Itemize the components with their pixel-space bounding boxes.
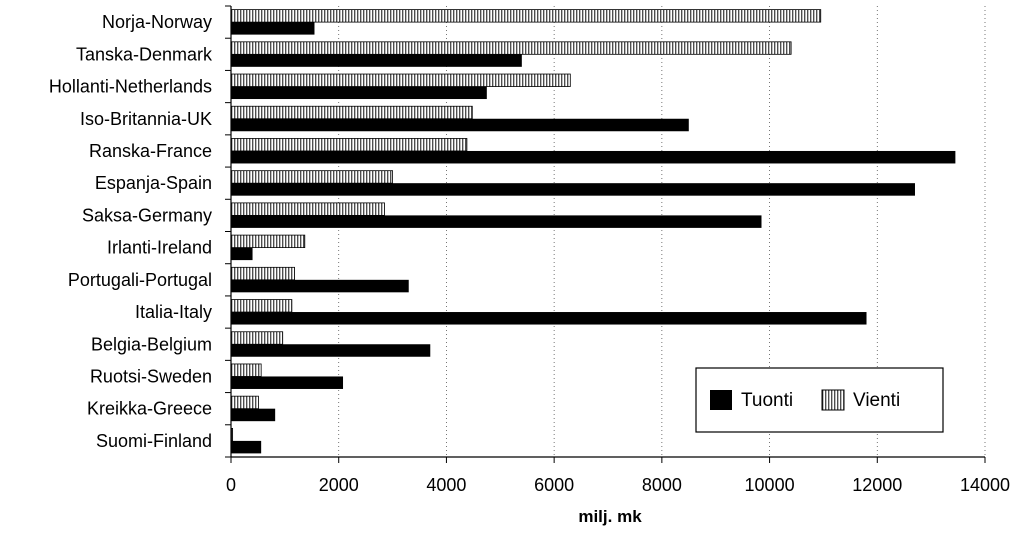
bar-vienti-2 [230,73,571,87]
axes [225,5,986,463]
bar-tuonti-6 [231,215,762,228]
bar-tuonti-1 [231,54,522,67]
category-label-10: Belgia-Belgium [91,334,212,354]
category-label-9: Italia-Italy [135,302,212,322]
bar-tuonti-12 [231,408,276,422]
bar-tuonti-3 [231,118,689,132]
bar-tuonti-0 [231,22,315,35]
bar-vienti-10 [230,331,284,345]
x-tick-label-1: 2000 [319,475,359,495]
category-label-5: Espanja-Spain [95,173,212,193]
x-axis-title: milj. mk [578,507,642,526]
x-tick-label-6: 12000 [852,475,902,495]
x-tick-label-0: 0 [226,475,236,495]
category-label-3: Iso-Britannia-UK [80,109,212,129]
legend: Tuonti Vienti [695,367,944,433]
legend-box [695,367,944,433]
category-label-6: Saksa-Germany [82,205,212,225]
bar-tuonti-11 [231,376,344,389]
bar-vienti-8 [230,266,295,281]
legend-swatch-vienti [821,389,845,411]
x-tick-labels: 0 2000 4000 6000 8000 10000 12000 14000 [226,475,1010,495]
category-label-13: Suomi-Finland [96,431,212,451]
category-label-8: Portugali-Portugal [68,270,212,290]
bar-vienti-3 [230,105,473,120]
bar-vienti-12 [230,395,259,410]
bar-vienti-1 [230,41,792,55]
category-labels: Norja-Norway Tanska-Denmark Hollanti-Nethe… [49,12,213,451]
category-label-12: Kreikka-Greece [87,399,212,419]
bars [230,9,956,454]
category-label-4: Ranska-France [89,141,212,161]
bar-tuonti-9 [231,312,867,325]
x-tick-label-5: 10000 [745,475,795,495]
bar-vienti-7 [230,234,306,249]
bar-tuonti-4 [231,150,956,164]
x-tick-label-3: 6000 [534,475,574,495]
bar-vienti-0 [230,9,822,23]
category-label-0: Norja-Norway [102,12,212,32]
category-label-7: Irlanti-Ireland [107,238,212,258]
legend-label-vienti: Vienti [853,390,900,411]
category-label-11: Ruotsi-Sweden [90,366,212,386]
legend-label-tuonti: Tuonti [741,390,793,411]
bar-tuonti-13 [231,440,262,454]
x-tick-label-7: 14000 [960,475,1010,495]
bar-vienti-6 [230,202,385,216]
category-label-2: Hollanti-Netherlands [49,77,212,97]
bar-tuonti-10 [231,344,431,357]
x-tick-label-4: 8000 [642,475,682,495]
bar-tuonti-7 [231,247,253,261]
legend-swatch-tuonti [710,390,732,410]
bar-tuonti-5 [231,183,915,196]
bar-vienti-11 [230,363,262,377]
bar-tuonti-2 [231,86,487,100]
bar-vienti-9 [230,299,293,313]
bar-vienti-5 [230,170,393,184]
category-label-1: Tanska-Denmark [76,44,213,64]
x-tick-label-2: 4000 [426,475,466,495]
bar-tuonti-8 [231,279,409,293]
bar-vienti-4 [230,138,468,152]
